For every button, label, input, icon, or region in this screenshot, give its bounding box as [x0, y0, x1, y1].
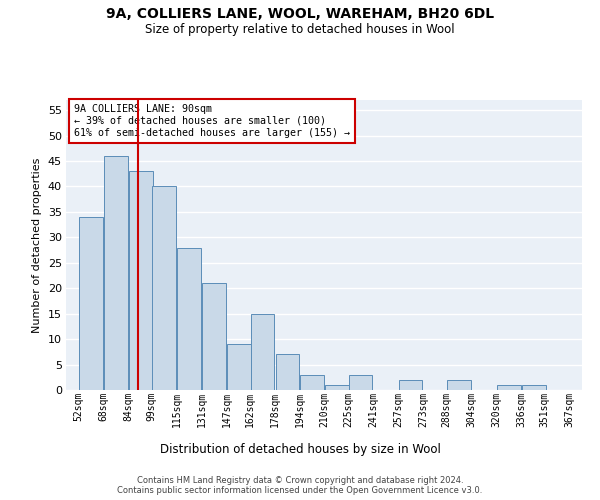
Bar — [275, 354, 299, 390]
Bar — [129, 171, 152, 390]
Bar — [202, 283, 226, 390]
Bar — [398, 380, 422, 390]
Text: Contains HM Land Registry data © Crown copyright and database right 2024.
Contai: Contains HM Land Registry data © Crown c… — [118, 476, 482, 495]
Bar — [301, 374, 324, 390]
Text: 9A COLLIERS LANE: 90sqm
← 39% of detached houses are smaller (100)
61% of semi-d: 9A COLLIERS LANE: 90sqm ← 39% of detache… — [74, 104, 350, 138]
Text: Distribution of detached houses by size in Wool: Distribution of detached houses by size … — [160, 442, 440, 456]
Bar — [349, 374, 373, 390]
Bar — [104, 156, 128, 390]
Bar — [251, 314, 274, 390]
Bar — [227, 344, 251, 390]
Bar — [178, 248, 201, 390]
Bar — [325, 385, 349, 390]
Text: Size of property relative to detached houses in Wool: Size of property relative to detached ho… — [145, 22, 455, 36]
Bar — [152, 186, 176, 390]
Text: 9A, COLLIERS LANE, WOOL, WAREHAM, BH20 6DL: 9A, COLLIERS LANE, WOOL, WAREHAM, BH20 6… — [106, 8, 494, 22]
Bar — [447, 380, 470, 390]
Y-axis label: Number of detached properties: Number of detached properties — [32, 158, 42, 332]
Bar — [79, 217, 103, 390]
Bar — [497, 385, 521, 390]
Bar — [522, 385, 545, 390]
